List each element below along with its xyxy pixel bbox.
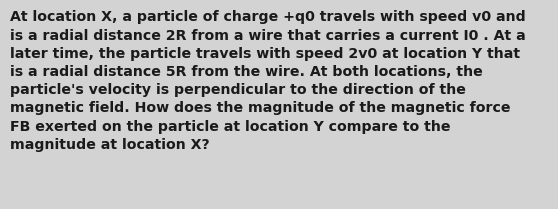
Text: At location X, a particle of charge +q0 travels with speed v0 and
is a radial di: At location X, a particle of charge +q0 … xyxy=(10,10,526,152)
